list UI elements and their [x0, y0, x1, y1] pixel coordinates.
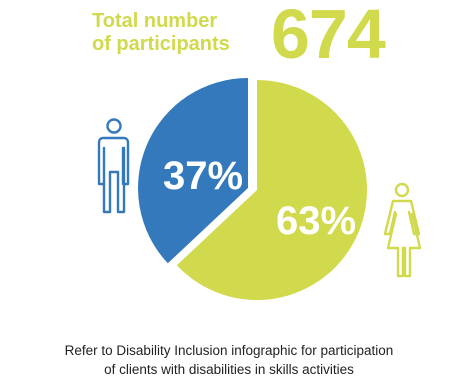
slice-label-male: 37% — [163, 154, 243, 198]
slice-label-female: 63% — [276, 199, 356, 243]
male-figure-icon — [97, 118, 130, 214]
pie-slice-male — [138, 78, 248, 264]
female-figure-icon — [383, 182, 422, 278]
total-participants-label: Total number of participants — [92, 10, 262, 56]
total-participants-value: 674 — [271, 0, 386, 73]
pie-slices — [138, 78, 367, 300]
caption: Refer to Disability Inclusion infographi… — [0, 341, 458, 379]
total-label-line2: of participants — [92, 33, 230, 55]
total-label-line1: Total number — [92, 10, 218, 32]
caption-line2: of clients with disabilities in skills a… — [104, 362, 354, 377]
caption-line1: Refer to Disability Inclusion infographi… — [64, 343, 394, 358]
pie-slice-female — [176, 80, 367, 300]
pie-slice-labels: 37% 63% — [163, 154, 356, 243]
